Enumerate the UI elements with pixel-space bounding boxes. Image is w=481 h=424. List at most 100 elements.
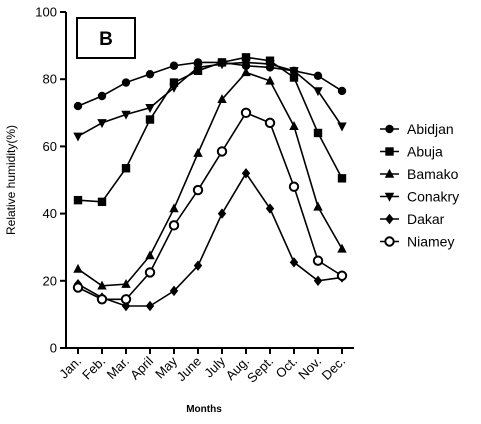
- legend-label: Abuja: [407, 144, 443, 160]
- legend-item-conakry: Conakry: [380, 189, 459, 205]
- series-line: [77, 171, 343, 307]
- data-point: [217, 60, 227, 70]
- data-point: [337, 122, 347, 132]
- y-tick-label: 80: [43, 72, 57, 87]
- legend-label: Bamako: [407, 166, 459, 182]
- data-point: [169, 285, 179, 297]
- data-point: [289, 257, 299, 268]
- data-point: [168, 220, 180, 231]
- legend-marker: [384, 168, 395, 178]
- data-point: [73, 132, 83, 142]
- data-point: [313, 87, 323, 97]
- data-point: [169, 83, 179, 93]
- data-point: [313, 71, 323, 81]
- legend-marker: [385, 124, 394, 134]
- data-point: [288, 181, 300, 192]
- legend-label: Abidjan: [407, 121, 454, 137]
- data-point: [145, 115, 155, 124]
- data-point: [264, 117, 276, 129]
- legend-item-bamako: Bamako: [380, 166, 459, 182]
- y-tick-label: 0: [50, 341, 57, 356]
- legend-item-abidjan: Abidjan: [380, 121, 454, 137]
- data-point: [313, 275, 323, 286]
- x-tick-label: Nov.: [295, 354, 324, 383]
- y-tick-label: 20: [43, 273, 57, 288]
- series-line: [77, 61, 343, 107]
- x-tick-label: June: [174, 354, 205, 385]
- y-tick-label: 40: [43, 206, 57, 221]
- data-point: [72, 282, 84, 293]
- legend-label: Dakar: [407, 211, 445, 227]
- x-tick-label: Jan.: [56, 354, 84, 382]
- data-point: [192, 184, 204, 196]
- legend-marker: [384, 236, 395, 247]
- data-point: [289, 121, 299, 130]
- data-point: [193, 147, 203, 157]
- y-tick-label: 100: [35, 5, 57, 20]
- data-point: [265, 60, 275, 70]
- data-point: [289, 67, 299, 76]
- data-point: [241, 58, 251, 68]
- data-point: [337, 174, 347, 183]
- data-point: [73, 101, 83, 111]
- series-line: [77, 61, 343, 138]
- legend-item-niamey: Niamey: [380, 234, 454, 250]
- y-tick-label: 60: [43, 139, 57, 154]
- x-tick-label: Sept.: [244, 354, 276, 386]
- data-point: [121, 164, 131, 173]
- data-point: [121, 78, 131, 87]
- data-point: [336, 270, 348, 281]
- panel-label-box: [76, 17, 136, 59]
- series-line: [77, 56, 343, 203]
- series-niamey: [72, 107, 348, 305]
- data-point: [312, 255, 324, 266]
- x-tick-label: Dec.: [319, 354, 349, 384]
- data-point: [265, 75, 275, 85]
- panel-label: B: [99, 29, 113, 50]
- data-point: [97, 91, 107, 101]
- series-dakar: [73, 168, 347, 312]
- x-tick-label: July: [201, 353, 228, 380]
- x-tick-label: Feb.: [79, 354, 108, 383]
- data-point: [144, 267, 156, 278]
- legend-marker: [385, 147, 394, 156]
- data-point: [145, 69, 155, 79]
- series-line: [77, 71, 343, 287]
- data-point: [241, 53, 251, 62]
- data-point: [241, 67, 251, 77]
- data-point: [73, 263, 83, 273]
- data-point: [73, 195, 83, 205]
- data-point: [241, 168, 251, 179]
- data-point: [217, 94, 227, 104]
- data-point: [240, 107, 252, 119]
- data-point: [216, 146, 228, 157]
- data-point: [97, 280, 107, 290]
- data-point: [169, 61, 179, 70]
- data-point: [169, 78, 179, 87]
- data-point: [313, 201, 323, 211]
- series-abuja: [73, 53, 347, 207]
- legend-marker: [385, 213, 394, 225]
- data-point: [337, 86, 347, 96]
- data-point: [145, 104, 155, 113]
- data-point: [193, 63, 203, 73]
- data-point: [121, 278, 131, 288]
- legend-marker: [384, 192, 395, 202]
- series-line: [77, 111, 343, 301]
- data-point: [97, 119, 107, 129]
- data-point: [337, 243, 347, 253]
- series-bamako: [73, 67, 347, 290]
- data-point: [145, 300, 155, 312]
- x-tick-label: Mar.: [104, 354, 132, 382]
- y-axis-title: Relative humidity(%): [4, 125, 18, 235]
- data-point: [265, 203, 275, 214]
- x-tick-label: April: [127, 353, 156, 382]
- legend-label: Conakry: [407, 189, 459, 205]
- data-point: [289, 73, 299, 82]
- data-point: [96, 294, 108, 305]
- legend: Abidjan Abuja Bamako Conakry Dakar Niamey: [380, 121, 459, 250]
- legend-item-abuja: Abuja: [380, 144, 443, 160]
- data-point: [193, 260, 203, 271]
- series-conakry: [73, 58, 347, 142]
